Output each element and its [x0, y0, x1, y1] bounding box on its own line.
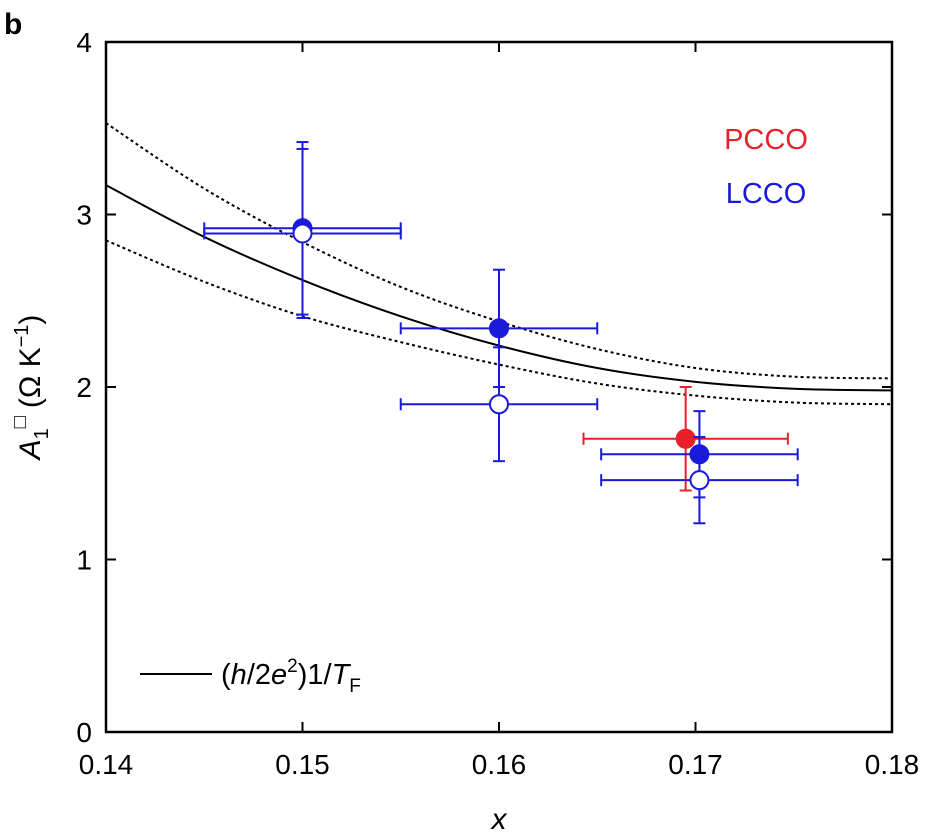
- y-axis-units-close: ): [14, 315, 47, 325]
- marker-open: [292, 223, 313, 244]
- legend-entry-pcco: PCCO: [724, 124, 808, 156]
- x-tick-label: 0.14: [79, 749, 134, 780]
- y-axis-superscript: □: [9, 416, 31, 428]
- model-curves: [105, 122, 893, 406]
- y-axis-symbol: A: [14, 439, 47, 461]
- line-legend-label: (h/2e2)1/TF: [221, 656, 361, 697]
- legend-entry-lcco: LCCO: [726, 178, 807, 210]
- marker-open: [689, 470, 710, 491]
- marker-open: [489, 394, 509, 415]
- y-tick-label: 3: [76, 200, 92, 231]
- uncertainty-curve: [105, 122, 893, 380]
- x-tick-label: 0.18: [865, 749, 920, 780]
- marker-filled: [675, 428, 696, 449]
- lcco-point: [203, 147, 402, 319]
- data-points: [203, 141, 799, 525]
- x-tick-label: 0.17: [668, 749, 723, 780]
- y-tick-label: 4: [76, 27, 92, 58]
- y-tick-label: 2: [76, 372, 92, 403]
- panel-label: b: [4, 8, 22, 41]
- axis-ticks: 0.14 0.15 0.16 0.17 0.18 0 1 2 3 4: [76, 27, 919, 780]
- y-axis-units-exponent: −1: [11, 325, 33, 348]
- y-axis-units: (Ω K: [14, 347, 47, 408]
- model-curve: [105, 184, 893, 392]
- x-axis-title: x: [490, 803, 508, 836]
- uncertainty-curve: [105, 239, 893, 406]
- lcco-point: [399, 346, 599, 463]
- y-tick-label: 1: [76, 545, 92, 576]
- lcco-point: [600, 436, 799, 525]
- pcco-point: [582, 386, 789, 492]
- x-tick-label: 0.16: [472, 749, 527, 780]
- y-axis-title: A1□ (Ω K−1): [9, 315, 53, 462]
- y-tick-label: 0: [76, 717, 92, 748]
- x-tick-label: 0.15: [275, 749, 330, 780]
- marker-filled: [489, 318, 509, 339]
- y-axis-subscript: 1: [31, 428, 53, 439]
